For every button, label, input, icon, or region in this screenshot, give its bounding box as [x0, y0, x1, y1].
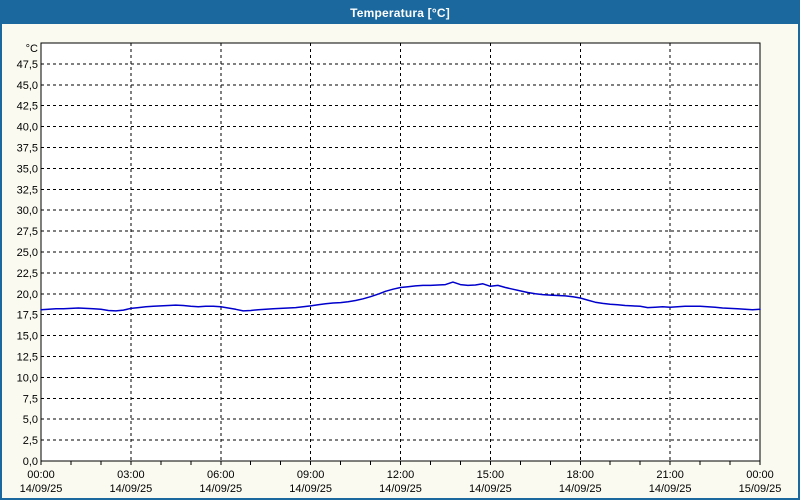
- y-tick-label: 12,5: [17, 352, 38, 364]
- y-tick-label: 17,5: [17, 310, 38, 322]
- x-date-label: 14/09/25: [559, 483, 602, 495]
- x-time-label: 15:00: [477, 469, 505, 481]
- temperature-line: [40, 281, 761, 312]
- x-time-label: 00:00: [27, 469, 55, 481]
- x-time-label: 09:00: [297, 469, 325, 481]
- y-tick-label: 45,0: [17, 80, 38, 92]
- x-date-label: 14/09/25: [289, 483, 332, 495]
- window-title: Temperatura [°C]: [350, 6, 450, 20]
- y-tick-label: 25,0: [17, 247, 38, 259]
- y-tick-label: 22,5: [17, 268, 38, 280]
- x-date-label: 14/09/25: [199, 483, 242, 495]
- x-time-label: 06:00: [207, 469, 235, 481]
- x-date-label: 15/09/25: [739, 483, 782, 495]
- y-tick-label: 27,5: [17, 226, 38, 238]
- y-tick-label: 30,0: [17, 205, 38, 217]
- y-tick-label: 0,0: [23, 456, 38, 468]
- y-tick-label: 15,0: [17, 331, 38, 343]
- y-tick-label: 32,5: [17, 184, 38, 196]
- chart-area: °C 0,0 2,5 5,0 7,5 10,0 12,5 15,0 17,5 20,0 22,5 25…: [2, 24, 798, 498]
- y-axis-unit-label: °C: [26, 43, 38, 55]
- y-tick-label: 42,5: [17, 101, 38, 113]
- y-tick-label: 35,0: [17, 163, 38, 175]
- y-tick-label: 7,5: [23, 393, 38, 405]
- plot-border: [40, 42, 761, 462]
- y-tick-label: 47,5: [17, 59, 38, 71]
- x-time-label: 00:00: [746, 469, 774, 481]
- y-tick-label: 5,0: [23, 414, 38, 426]
- x-date-label: 14/09/25: [109, 483, 152, 495]
- x-date-label: 14/09/25: [649, 483, 692, 495]
- temperature-chart: °C 0,0 2,5 5,0 7,5 10,0 12,5 15,0 17,5 20,0 22,5 25…: [17, 42, 782, 495]
- x-time-label: 12:00: [387, 469, 415, 481]
- x-date-label: 14/09/25: [469, 483, 512, 495]
- y-tick-label: 20,0: [17, 289, 38, 301]
- y-tick-label: 40,0: [17, 122, 38, 134]
- x-time-label: 21:00: [656, 469, 684, 481]
- x-date-label: 14/09/25: [379, 483, 422, 495]
- x-time-label: 03:00: [117, 469, 145, 481]
- y-tick-label: 2,5: [23, 435, 38, 447]
- y-tick-label: 10,0: [17, 372, 38, 384]
- x-time-label: 18:00: [566, 469, 594, 481]
- x-date-label: 14/09/25: [20, 483, 63, 495]
- y-tick-label: 37,5: [17, 143, 38, 155]
- window-titlebar: Temperatura [°C]: [2, 2, 798, 24]
